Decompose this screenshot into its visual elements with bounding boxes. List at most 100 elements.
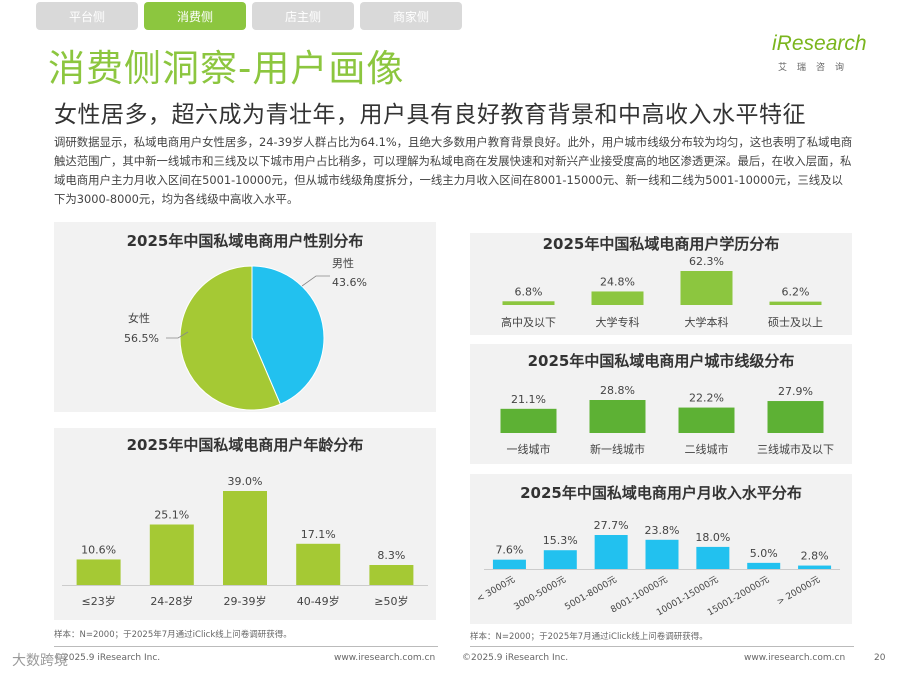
bar-category-education-0: 高中及以下 — [501, 315, 556, 329]
footer-url-right[interactable]: www.iresearch.com.cn — [744, 653, 846, 663]
age-chart-title: 2025年中国私域电商用户年龄分布 — [126, 436, 364, 454]
bar-value-income-3: 23.8% — [645, 524, 680, 537]
bar-age-0 — [76, 559, 121, 585]
bar-category-education-2: 大学本科 — [685, 315, 729, 329]
bar-value-education-0: 6.8% — [515, 285, 543, 298]
bar-value-income-4: 18.0% — [695, 531, 730, 544]
bar-category-city-3: 三线城市及以下 — [757, 442, 834, 456]
bar-category-city-0: 一线城市 — [507, 442, 551, 456]
bar-value-income-1: 15.3% — [543, 534, 578, 547]
education-chart-panel: 2025年中国私域电商用户学历分布 6.8% 高中及以下 24.8% 大学专科 62.3… — [470, 233, 852, 335]
footer-divider-right — [470, 646, 854, 647]
footer-copyright-left: ©2025.9 iResearch Inc. — [54, 653, 161, 663]
bar-category-education-3: 硕士及以上 — [768, 316, 823, 329]
pie-label-male: 男性 — [332, 256, 354, 270]
bar-education-3 — [769, 301, 822, 305]
bar-category-income-1: 3000-5000元 — [513, 575, 568, 613]
bar-income-3 — [645, 539, 679, 569]
bar-education-1 — [591, 291, 644, 305]
page-number: 20 — [874, 653, 886, 663]
age-chart-panel: 2025年中国私域电商用户年龄分布 10.6% ≤23岁 25.1% 24-28岁 39… — [54, 428, 436, 620]
bar-value-age-2: 39.0% — [228, 475, 263, 488]
bar-value-age-4: 8.3% — [377, 549, 405, 562]
pie-slice-1 — [179, 265, 282, 411]
gender-chart-panel: 2025年中国私域电商用户性别分布 男性 43.6% 女性 56.5% — [54, 222, 436, 412]
nav-tabs: 平台侧 消费侧 店主侧 商家侧 — [36, 2, 462, 30]
bar-value-education-3: 6.2% — [782, 286, 810, 299]
bar-age-1 — [149, 524, 194, 585]
bar-age-4 — [369, 564, 414, 585]
page-title: 消费侧洞察-用户画像 — [48, 47, 405, 90]
income-chart-title: 2025年中国私域电商用户月收入水平分布 — [520, 484, 802, 502]
footer-divider-left — [54, 646, 438, 647]
bar-age-2 — [223, 491, 267, 585]
bar-value-education-1: 24.8% — [600, 275, 635, 288]
bar-value-city-0: 21.1% — [511, 393, 546, 406]
bar-value-income-0: 7.6% — [495, 544, 523, 557]
gender-pie-chart: 男性 43.6% 女性 56.5% — [124, 256, 367, 411]
bar-value-age-0: 10.6% — [81, 543, 116, 556]
bar-age-3 — [296, 543, 341, 585]
bar-value-age-3: 17.1% — [301, 528, 336, 541]
bar-education-0 — [502, 301, 555, 305]
education-chart-title: 2025年中国私域电商用户学历分布 — [542, 235, 780, 253]
bar-category-age-3: 40-49岁 — [297, 594, 340, 608]
bar-category-city-2: 二线城市 — [685, 442, 729, 456]
footer-copyright-right: ©2025.9 iResearch Inc. — [462, 653, 569, 663]
age-bar-chart: 10.6% ≤23岁 25.1% 24-28岁 39.0% 29-39岁 17.1% 40-4… — [62, 475, 428, 608]
bar-income-5 — [747, 562, 781, 569]
city-chart-title: 2025年中国私域电商用户城市线级分布 — [527, 352, 795, 370]
bar-value-income-5: 5.0% — [750, 547, 778, 560]
pie-value-female: 56.5% — [124, 332, 159, 345]
income-chart-panel: 2025年中国私域电商用户月收入水平分布 7.6% < 3000元 15.3% 300… — [470, 474, 852, 624]
bar-income-0 — [492, 559, 526, 569]
bar-value-city-2: 22.2% — [689, 392, 724, 405]
bar-category-education-1: 大学专科 — [596, 315, 640, 329]
bar-category-city-1: 新一线城市 — [590, 442, 645, 456]
city-chart-panel: 2025年中国私域电商用户城市线级分布 21.1% 一线城市 28.8% 新一线城市 2… — [470, 344, 852, 464]
bar-value-income-6: 2.8% — [801, 550, 829, 563]
watermark: 大数跨境 — [12, 653, 68, 669]
bar-value-city-1: 28.8% — [600, 384, 635, 397]
bar-category-age-2: 29-39岁 — [224, 594, 267, 608]
tab-platform[interactable]: 平台侧 — [36, 2, 138, 30]
bar-category-age-4: ≥50岁 — [374, 594, 408, 608]
bar-education-2 — [680, 271, 733, 305]
bar-city-2 — [678, 407, 735, 433]
bar-city-1 — [589, 400, 646, 433]
footer-url-left[interactable]: www.iresearch.com.cn — [334, 653, 436, 663]
bar-income-2 — [594, 535, 628, 569]
footnote-left: 样本：N=2000；于2025年7月通过iClick线上问卷调研获得。 — [54, 630, 292, 640]
pie-label-female: 女性 — [128, 311, 150, 325]
city-bar-chart: 21.1% 一线城市 28.8% 新一线城市 22.2% 二线城市 27.9% 三线城市及以下 — [500, 384, 834, 456]
bar-value-age-1: 25.1% — [154, 509, 189, 522]
bar-value-education-2: 62.3% — [689, 255, 724, 268]
bar-city-3 — [767, 401, 824, 433]
bar-value-income-2: 27.7% — [594, 519, 629, 532]
description-paragraph: 调研数据显示，私域电商用户女性居多，24-39岁人群占比为64.1%，且绝大多数… — [54, 135, 853, 206]
gender-chart-title: 2025年中国私域电商用户性别分布 — [126, 232, 364, 250]
tab-consumer[interactable]: 消费侧 — [144, 2, 246, 30]
tab-shop-owner[interactable]: 店主侧 — [252, 2, 354, 30]
bar-income-1 — [543, 550, 577, 569]
bar-category-age-0: ≤23岁 — [81, 594, 115, 608]
pie-slice-0 — [251, 265, 325, 405]
bar-city-0 — [500, 408, 557, 433]
bar-category-age-1: 24-28岁 — [150, 594, 193, 608]
page-subtitle: 女性居多，超六成为青壮年，用户具有良好教育背景和中高收入水平特征 — [54, 102, 806, 128]
pie-leader-female — [166, 331, 189, 339]
iresearch-logo: iResearch 艾瑞咨询 — [772, 32, 872, 76]
logo-wordmark: iResearch — [772, 32, 867, 55]
pie-leader-male — [301, 275, 330, 287]
bar-category-income-6: > 20000元 — [775, 575, 822, 608]
tab-merchant[interactable]: 商家侧 — [360, 2, 462, 30]
income-bar-chart: 7.6%< 3000元15.3%3000-5000元27.7%5001-8000… — [475, 519, 840, 618]
bar-income-4 — [696, 546, 730, 569]
bar-category-income-0: < 3000元 — [475, 575, 517, 605]
bar-income-6 — [798, 565, 832, 569]
footnote-right: 样本：N=2000；于2025年7月通过iClick线上问卷调研获得。 — [470, 632, 708, 642]
logo-subtitle: 艾瑞咨询 — [778, 63, 855, 73]
education-bar-chart: 6.8% 高中及以下 24.8% 大学专科 62.3% 大学本科 6.2% 硕士及以上 — [501, 255, 823, 329]
bar-value-city-3: 27.9% — [778, 385, 813, 398]
pie-value-male: 43.6% — [332, 276, 367, 289]
